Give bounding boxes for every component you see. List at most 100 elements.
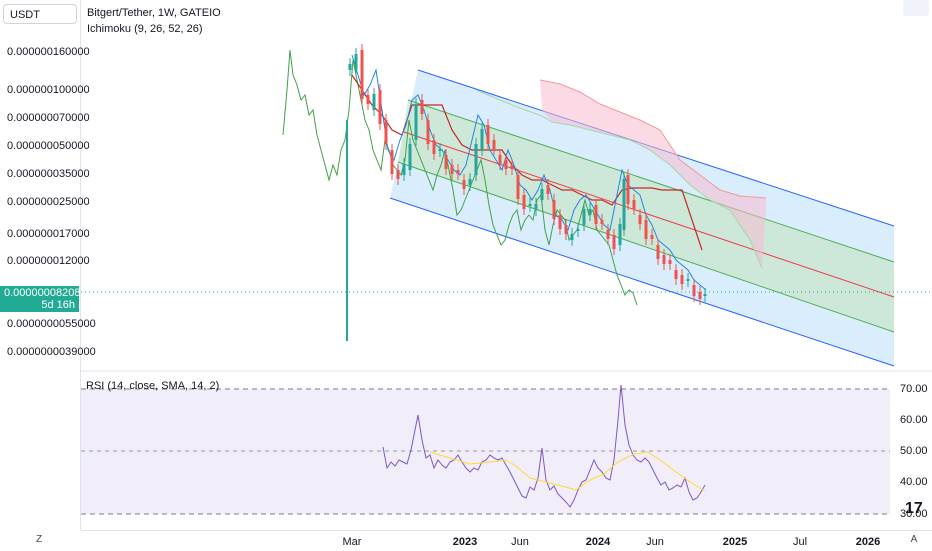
candle-body [384,120,388,144]
rsi-ma-line [429,451,706,492]
candle-body [438,149,442,151]
candle-body [650,235,654,239]
price-label: 0.000000012000 [7,255,90,267]
rsi-legend[interactable]: RSI (14, close, SMA, 14, 2) [86,380,220,392]
bar-countdown: 5d 16h [41,299,75,311]
time-label: Jun [646,536,664,548]
candle-body [480,129,484,150]
candle-body [626,175,630,204]
price-label: 0.000000035000 [7,168,90,180]
price-label: 0.000000017000 [7,228,90,240]
candle-body [674,270,678,279]
candle-body [632,200,636,209]
rsi-line [382,384,706,508]
candle-body [644,220,648,239]
candle-body [372,94,376,110]
tradingview-logo: 17 [905,500,923,517]
candle-body [692,285,696,296]
candle-body [426,120,430,144]
price-scale[interactable]: USDT 0.000000160000 0.000000100000 0.000… [0,0,96,530]
price-label: 0.000000070000 [7,112,90,124]
candle-body [594,205,598,224]
price-label: 0.000000100000 [7,84,90,96]
candle-body [564,225,568,234]
candle-body [366,95,370,104]
candle-body [558,215,562,229]
channel-median-line [403,131,895,298]
candle-body [546,185,550,194]
candle-body [486,125,490,144]
candle-body [378,90,382,124]
candle-body [492,140,496,149]
candle-body [703,294,707,296]
candle-body [390,150,394,174]
chart-title[interactable]: Bitgert/Tether, 1W, GATEIO [87,7,221,19]
candle-body [402,164,406,175]
candle-body [606,230,610,239]
candle-body [680,275,684,284]
candle-body [444,155,448,169]
time-axis[interactable] [81,530,932,551]
candle-body [528,204,532,206]
rsi-axis-label: 70.00 [900,383,928,395]
ichimoku-cloud-bear [540,80,766,268]
candle-body [396,170,400,179]
rsi-axis-label: 40.00 [900,476,928,488]
price-label: 0.000000050000 [7,140,90,152]
time-label: 2024 [585,536,611,548]
price-label: 0.000000025000 [7,196,90,208]
candle-body [522,195,526,209]
candle-body [622,179,626,230]
candle-body [668,260,672,264]
candle-body [576,229,580,231]
time-label: Jul [792,536,808,548]
candle-body [474,144,478,175]
candle-body [656,245,660,259]
channel-lower-inner-line [397,161,895,333]
settings-icon[interactable] [903,0,929,16]
currency-label: USDT [10,9,40,21]
candle-body [698,292,702,299]
candle-body [686,279,690,281]
current-price-value: 0.00000008208 [4,287,81,299]
time-label: 2023 [452,536,478,548]
candle-body [516,175,520,199]
candle-body [360,50,364,99]
candle-body [498,155,502,164]
currency-selector[interactable]: USDT [3,4,77,24]
candle-body [618,224,622,245]
price-label: 0.0000000039000 [7,346,96,358]
candle-body [534,204,538,210]
zoom-button[interactable]: Z [35,534,43,545]
rsi-axis-label: 60.00 [900,414,928,426]
senkou-span-b [539,79,767,199]
time-label: 2026 [855,536,881,548]
senkou-span-a [475,89,763,269]
candle-body [348,64,352,70]
candle-body [432,140,436,154]
auto-scale-button[interactable]: A [910,534,918,545]
candle-body [510,165,514,169]
candle-body [570,234,574,240]
current-price-tag: 0.00000008208 5d 16h [0,286,81,312]
kijun-sen [351,74,703,251]
candle-body [588,209,592,215]
candle-body [582,209,586,225]
candlestick-series [346,44,707,341]
candle-body [662,255,666,264]
candle-body [414,104,418,140]
candle-body [420,100,424,114]
tenkan-sen [351,54,707,291]
candle-body [456,170,460,174]
price-label: 0.0000000055000 [7,318,96,330]
candle-body [408,144,412,170]
candle-body [354,54,358,70]
ichimoku-legend[interactable]: Ichimoku (9, 26, 52, 26) [87,23,203,35]
candle-body [612,235,616,249]
price-label: 0.000000160000 [7,46,90,58]
rsi-axis-label: 30.00 [900,508,928,520]
candle-body [468,179,472,185]
candle-body [552,200,556,219]
candle-body [540,189,544,200]
